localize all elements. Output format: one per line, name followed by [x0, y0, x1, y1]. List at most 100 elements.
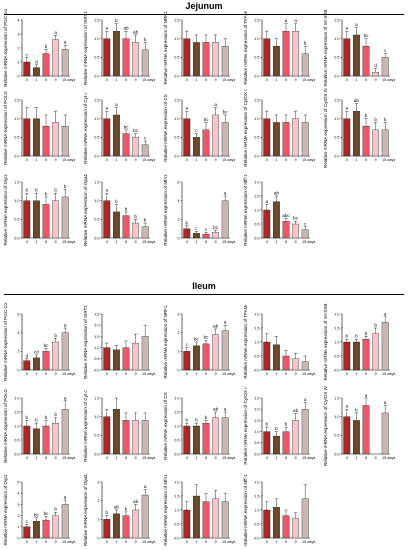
bar	[372, 72, 380, 77]
y-tick-label: 1.0	[254, 37, 259, 41]
y-tick-label: 2.0	[254, 408, 259, 412]
x-tick-label: 5	[365, 78, 367, 82]
significance-letter: a	[346, 404, 349, 409]
x-tick-label: 0	[26, 456, 28, 460]
significance-letter: b	[45, 44, 48, 49]
significance-letter: bc	[213, 225, 219, 230]
significance-letter: b	[26, 188, 29, 193]
significance-letter: a	[64, 323, 67, 328]
x-tick-label: 1	[355, 158, 357, 162]
x-tick-label: 0	[346, 372, 348, 376]
x-tick-label: 5	[205, 158, 207, 162]
y-axis-label: Relative mRNA expression of Mfn1	[163, 174, 168, 246]
bar	[263, 38, 271, 77]
bar	[263, 209, 271, 239]
bar	[52, 341, 60, 371]
y-tick-label: 0.0	[254, 452, 259, 456]
y-axis-label: Relative mRNA expression of TFAM	[243, 11, 248, 84]
bar	[192, 425, 200, 455]
y-axis-label: Relative mRNA expression of Opa1	[83, 473, 88, 546]
chart-panel: Relative mRNA expression of Mfn1 0.0 0.5 1.…	[163, 474, 235, 546]
bar	[343, 118, 351, 157]
y-tick-label: 1.5	[174, 98, 179, 102]
x-tick-label: 1	[195, 456, 197, 460]
y-axis-label: Relative mRNA expression of POLG	[3, 91, 8, 165]
bar	[42, 53, 50, 77]
bar	[42, 351, 50, 371]
bar	[362, 45, 370, 77]
significance-letter: b	[304, 41, 307, 46]
significance-letter: abc	[282, 213, 290, 218]
y-tick-label: 0	[17, 536, 19, 540]
bar	[202, 343, 210, 371]
bar	[122, 347, 130, 371]
y-tick-label: 0.5	[254, 136, 259, 140]
y-tick-label: 0.5	[14, 438, 19, 442]
y-tick-label: 2.0	[254, 180, 259, 184]
bar	[32, 428, 40, 455]
significance-letter: c	[384, 48, 387, 53]
bar	[282, 221, 290, 239]
bar	[183, 228, 191, 239]
chart-panel: Relative mRNA expression of Drp1 0.0 0.5 1.…	[3, 174, 75, 245]
x-tick-label: 15 days	[302, 158, 315, 162]
significance-letter: b	[374, 323, 377, 328]
x-tick-label: 5	[285, 540, 287, 544]
y-tick-label: 1.5	[14, 180, 19, 184]
significance-letter: a	[214, 102, 217, 107]
y-axis-label: Relative mRNA expression of CytOX I	[243, 89, 248, 166]
x-tick-label: 15 days	[382, 158, 395, 162]
significance-letter: b	[355, 407, 358, 412]
bar	[52, 423, 60, 455]
y-tick-label: 3	[17, 503, 19, 507]
significance-letter: b	[144, 218, 147, 223]
y-tick-label: 1.5	[334, 18, 339, 22]
x-tick-label: 15 days	[222, 158, 235, 162]
y-tick-label: 1.0	[174, 508, 179, 512]
bar	[183, 425, 191, 455]
bar	[272, 435, 280, 455]
y-tick-label: 0.5	[254, 522, 259, 526]
x-tick-label: 5	[285, 456, 287, 460]
y-axis-label: Relative mRNA expression of PGC-1α	[3, 303, 8, 381]
x-tick-label: 1	[275, 78, 277, 82]
x-tick-label: 5	[205, 540, 207, 544]
bar	[221, 45, 229, 77]
y-tick-label: 0.5	[254, 56, 259, 60]
significance-letter: b	[64, 184, 67, 189]
x-tick-label: 1	[35, 78, 37, 82]
bar	[23, 118, 31, 157]
x-tick-label: 5	[285, 158, 287, 162]
x-tick-label: 1	[355, 78, 357, 82]
bar	[23, 360, 31, 371]
x-tick-label: 9	[375, 78, 377, 82]
chart-panel: Relative mRNA expression of NRF1 0 1 2 3 c 0 bc…	[163, 305, 235, 378]
chart-panel: Relative mRNA expression of CS 0.0 0.5 1.0 1…	[163, 392, 235, 460]
bar	[122, 215, 130, 239]
x-tick-label: 0	[266, 240, 268, 244]
y-axis-label: Relative mRNA expression of mt-SSB	[323, 10, 328, 87]
significance-letter: c	[144, 136, 147, 141]
significance-letter: a	[346, 106, 349, 111]
bar	[282, 515, 290, 539]
x-tick-label: 1	[115, 540, 117, 544]
x-tick-label: 15 days	[222, 372, 235, 376]
x-tick-label: 0	[106, 240, 108, 244]
x-tick-label: 5	[365, 158, 367, 162]
bar	[183, 118, 191, 157]
bar	[202, 129, 210, 157]
y-tick-label: 0.5	[254, 354, 259, 358]
bar	[192, 137, 200, 157]
bar	[212, 232, 220, 239]
bar	[112, 513, 120, 539]
bar	[132, 42, 140, 77]
bar	[23, 61, 31, 77]
x-tick-label: 5	[125, 456, 127, 460]
bar	[282, 122, 290, 157]
significance-letter: a	[106, 188, 109, 193]
x-tick-label: 0	[106, 456, 108, 460]
significance-letter: b	[45, 191, 48, 196]
y-tick-label: 0.5	[254, 441, 259, 445]
y-tick-label: 0.5	[334, 136, 339, 140]
bar	[292, 420, 300, 455]
